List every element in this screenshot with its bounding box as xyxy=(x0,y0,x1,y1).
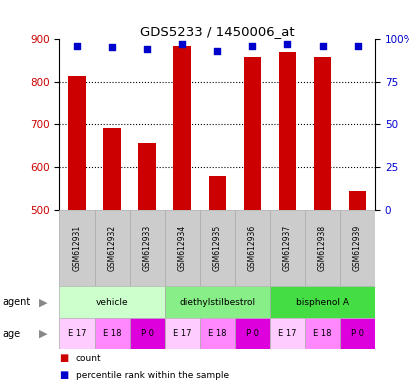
Bar xyxy=(208,176,225,210)
Bar xyxy=(339,210,374,286)
Text: P 0: P 0 xyxy=(140,329,153,338)
Bar xyxy=(164,286,269,318)
Bar xyxy=(234,210,269,286)
Text: ▶: ▶ xyxy=(39,297,47,307)
Text: GSM612933: GSM612933 xyxy=(142,225,151,271)
Bar xyxy=(59,286,164,318)
Bar xyxy=(304,318,339,349)
Text: age: age xyxy=(2,329,20,339)
Bar xyxy=(269,210,304,286)
Text: percentile rank within the sample: percentile rank within the sample xyxy=(76,371,228,380)
Text: GSM612938: GSM612938 xyxy=(317,225,326,271)
Text: GSM612937: GSM612937 xyxy=(282,225,291,271)
Bar xyxy=(164,210,199,286)
Bar xyxy=(94,210,129,286)
Text: P 0: P 0 xyxy=(350,329,363,338)
Bar xyxy=(278,53,296,210)
Point xyxy=(353,43,360,49)
Text: GSM612931: GSM612931 xyxy=(72,225,81,271)
Bar xyxy=(94,318,129,349)
Bar xyxy=(269,286,374,318)
Bar xyxy=(304,210,339,286)
Text: E 17: E 17 xyxy=(173,329,191,338)
Bar xyxy=(164,318,199,349)
Title: GDS5233 / 1450006_at: GDS5233 / 1450006_at xyxy=(139,25,294,38)
Text: GSM612936: GSM612936 xyxy=(247,225,256,271)
Text: E 18: E 18 xyxy=(103,329,121,338)
Text: GSM612932: GSM612932 xyxy=(107,225,116,271)
Bar xyxy=(199,318,234,349)
Point xyxy=(178,41,185,47)
Text: ▶: ▶ xyxy=(39,329,47,339)
Bar xyxy=(59,318,94,349)
Point xyxy=(319,43,325,49)
Bar xyxy=(129,210,164,286)
Text: bisphenol A: bisphenol A xyxy=(295,298,348,307)
Bar xyxy=(348,191,366,210)
Text: GSM612939: GSM612939 xyxy=(352,225,361,271)
Point xyxy=(144,46,150,52)
Text: ■: ■ xyxy=(59,370,69,381)
Text: GSM612934: GSM612934 xyxy=(177,225,186,271)
Text: agent: agent xyxy=(2,297,30,307)
Point xyxy=(213,48,220,54)
Text: E 18: E 18 xyxy=(312,329,331,338)
Bar xyxy=(199,210,234,286)
Point xyxy=(249,43,255,49)
Bar xyxy=(129,318,164,349)
Bar xyxy=(68,76,85,210)
Bar xyxy=(173,46,191,210)
Text: E 17: E 17 xyxy=(278,329,296,338)
Text: E 17: E 17 xyxy=(67,329,86,338)
Bar xyxy=(313,57,330,210)
Bar xyxy=(138,142,155,210)
Text: E 18: E 18 xyxy=(207,329,226,338)
Bar xyxy=(59,210,94,286)
Bar xyxy=(103,127,121,210)
Text: count: count xyxy=(76,354,101,362)
Bar xyxy=(339,318,374,349)
Bar xyxy=(234,318,269,349)
Text: GSM612935: GSM612935 xyxy=(212,225,221,271)
Text: vehicle: vehicle xyxy=(96,298,128,307)
Point xyxy=(108,44,115,50)
Bar xyxy=(243,57,261,210)
Text: ■: ■ xyxy=(59,353,69,363)
Text: P 0: P 0 xyxy=(245,329,258,338)
Point xyxy=(74,43,80,49)
Text: diethylstilbestrol: diethylstilbestrol xyxy=(179,298,255,307)
Bar xyxy=(269,318,304,349)
Point xyxy=(283,41,290,47)
